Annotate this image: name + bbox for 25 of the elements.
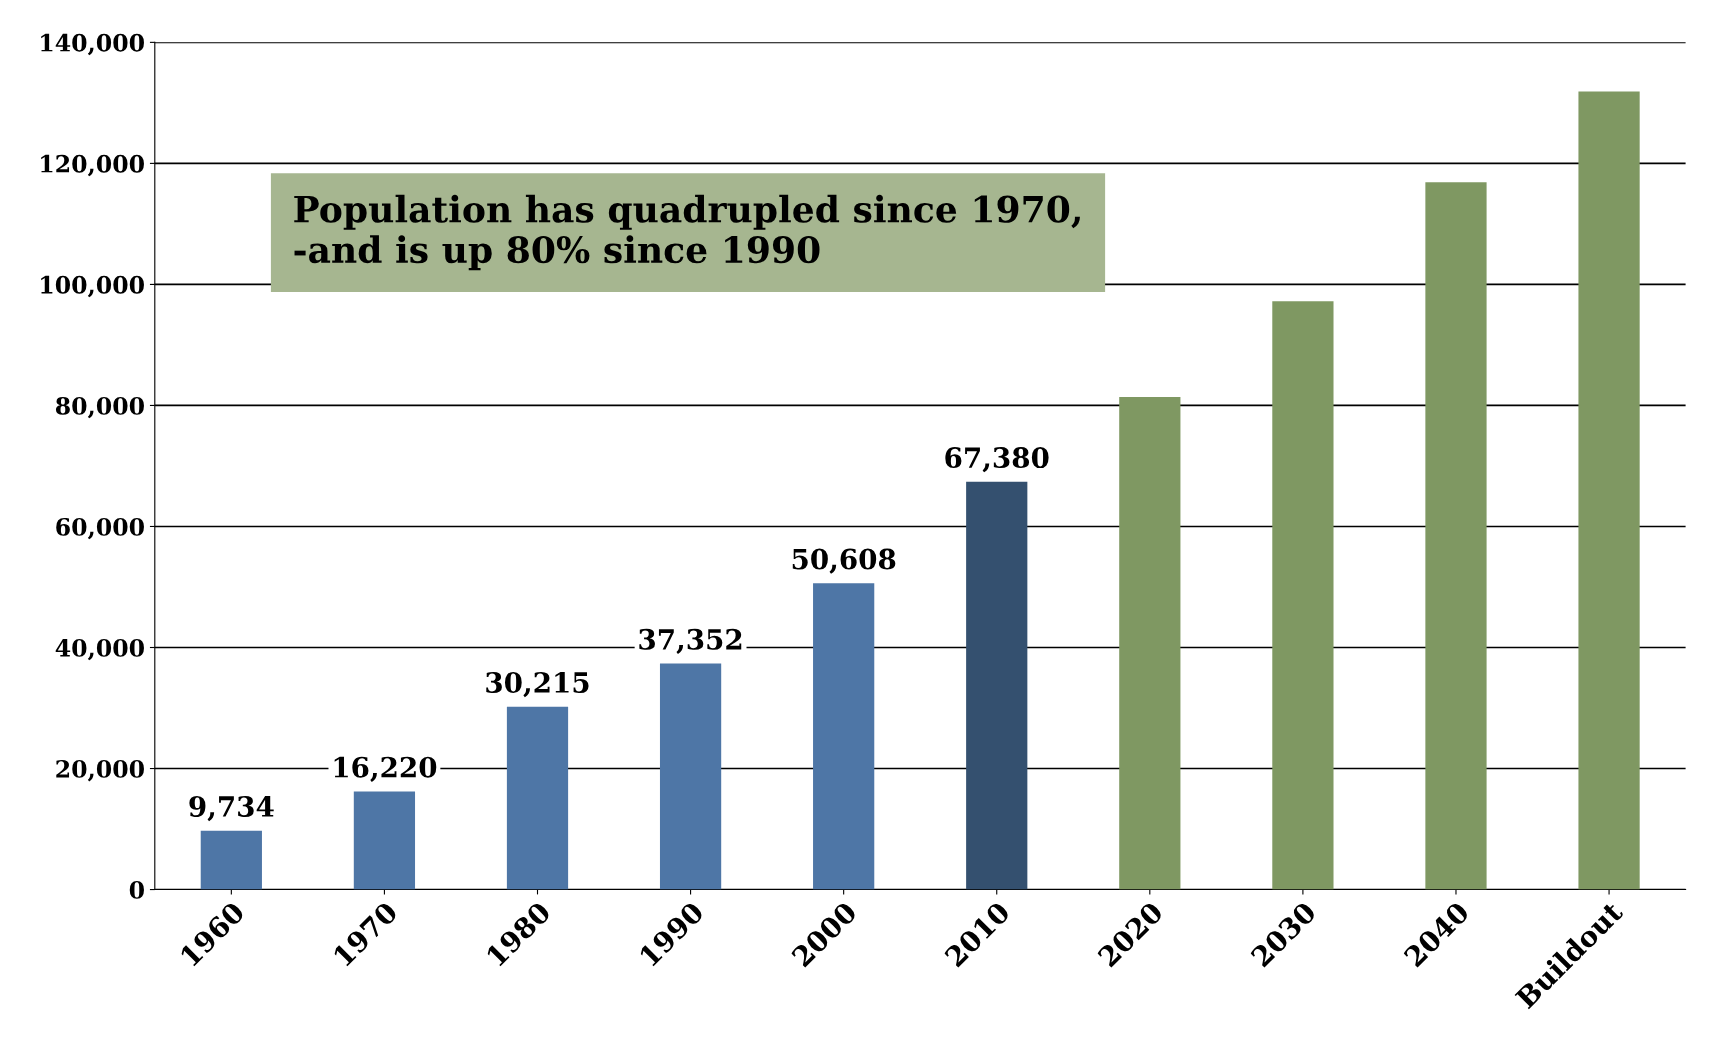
data-label: 30,215	[486, 671, 589, 698]
bar	[966, 481, 1028, 890]
bar	[1425, 182, 1487, 890]
bar	[506, 706, 569, 890]
y-tick-label: 40,000	[55, 638, 144, 661]
bar	[353, 791, 416, 890]
y-tick-label: 20,000	[56, 759, 144, 782]
data-label: 16,220	[334, 756, 437, 782]
y-tick-label: 0	[129, 881, 144, 899]
bar	[1578, 91, 1640, 890]
bar	[1119, 396, 1181, 890]
data-label: 9,734	[189, 795, 274, 822]
data-label: 67,380	[945, 447, 1049, 473]
y-tick-label: 140,000	[41, 33, 144, 56]
bar	[200, 830, 262, 890]
data-label: 37,352	[639, 628, 742, 654]
bar	[1272, 301, 1334, 890]
bar	[813, 583, 875, 890]
y-tick-label: 120,000	[41, 154, 144, 177]
y-tick-label: 80,000	[55, 396, 144, 419]
annotation: Population has quadrupled since 1970, -and is up 80% since 1990	[294, 194, 1080, 271]
bar	[659, 663, 722, 890]
y-tick-label: 100,000	[41, 275, 144, 298]
y-tick-label: 60,000	[56, 517, 144, 540]
data-label: 50,608	[792, 548, 896, 574]
